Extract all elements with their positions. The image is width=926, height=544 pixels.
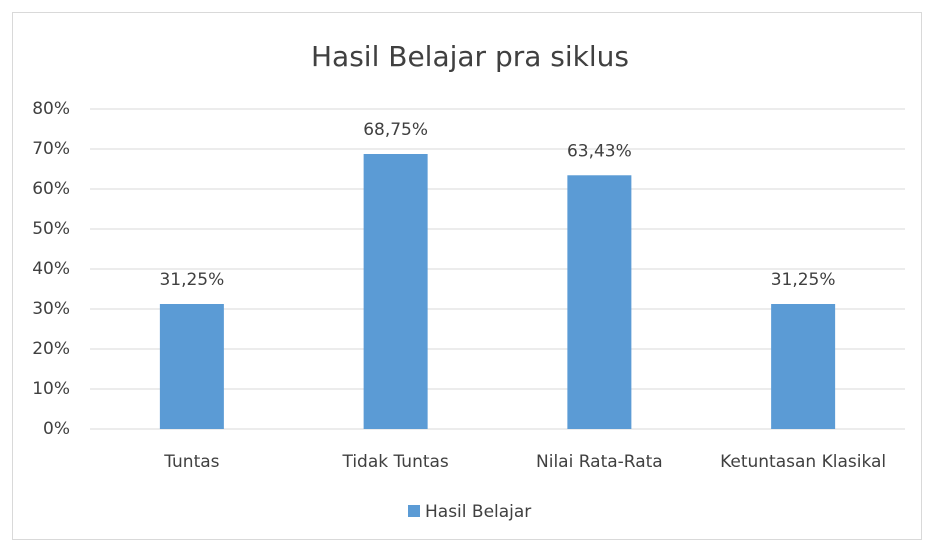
y-tick-label: 70% — [32, 139, 70, 159]
chart-title: Hasil Belajar pra siklus — [311, 40, 629, 73]
bar — [363, 154, 428, 429]
data-label: 63,43% — [567, 141, 632, 161]
y-tick-label: 30% — [32, 299, 70, 319]
y-tick-label: 50% — [32, 219, 70, 239]
x-tick-label: Nilai Rata-Rata — [536, 452, 663, 472]
legend-label: Hasil Belajar — [425, 502, 531, 522]
y-tick-label: 60% — [32, 179, 70, 199]
y-tick-label: 40% — [32, 259, 70, 279]
y-tick-label: 80% — [32, 99, 70, 119]
chart-border — [12, 12, 922, 540]
x-tick-label: Ketuntasan Klasikal — [720, 452, 886, 472]
y-tick-label: 10% — [32, 379, 70, 399]
y-tick-label: 0% — [43, 419, 70, 439]
data-label: 31,25% — [771, 270, 836, 290]
y-tick-label: 20% — [32, 339, 70, 359]
data-label: 68,75% — [363, 120, 428, 140]
bar — [567, 175, 632, 429]
data-label: 31,25% — [159, 270, 224, 290]
bar — [771, 304, 836, 429]
x-tick-label: Tuntas — [163, 452, 219, 472]
x-tick-label: Tidak Tuntas — [341, 452, 448, 472]
bar — [159, 304, 224, 429]
legend-swatch — [408, 505, 420, 517]
